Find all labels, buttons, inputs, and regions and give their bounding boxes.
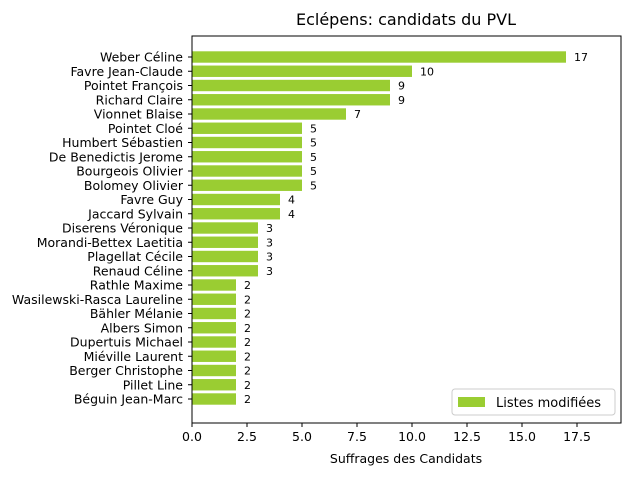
bar-value-label: 10 xyxy=(420,65,434,78)
bar-value-label: 17 xyxy=(574,51,588,64)
bar xyxy=(192,193,280,206)
y-tick-label: Diserens Véronique xyxy=(62,221,183,236)
legend: Listes modifiées xyxy=(451,388,616,416)
x-tick-label: 2.5 xyxy=(237,429,257,444)
y-tick-label: Jaccard Sylvain xyxy=(87,206,183,221)
bar xyxy=(192,265,258,277)
y-tick-label: Vionnet Blaise xyxy=(94,107,184,122)
bar xyxy=(192,136,302,149)
y-tick-label: Richard Claire xyxy=(96,92,184,107)
bar xyxy=(192,51,566,63)
bar xyxy=(192,108,346,120)
x-ticks: 0.0 2.5 5.0 7.5 10.0 12.5 15.0 17.5 xyxy=(182,423,591,444)
plot-area-frame xyxy=(191,35,622,424)
y-tick-label: Wasilewski-Rasca Laureline xyxy=(12,292,183,307)
bar-value-label: 4 xyxy=(288,208,295,221)
x-axis-label: Suffrages des Candidats xyxy=(330,451,482,466)
bar-value-label: 3 xyxy=(266,251,273,264)
legend-swatch xyxy=(458,397,485,407)
y-tick-label: Renaud Céline xyxy=(93,263,184,278)
bar-value-label: 5 xyxy=(310,137,317,150)
bar-value-label: 3 xyxy=(266,222,273,235)
y-tick-label: Humbert Sébastien xyxy=(62,135,183,150)
bar-value-label: 2 xyxy=(244,279,251,292)
bar-value-label: 2 xyxy=(244,365,251,378)
bar-value-label: 2 xyxy=(244,308,251,321)
bar xyxy=(192,151,302,163)
bar-value-label: 5 xyxy=(310,151,317,164)
legend-box xyxy=(451,388,616,416)
bar xyxy=(192,250,258,263)
bar xyxy=(192,307,236,320)
bar-value-label: 5 xyxy=(310,122,317,135)
x-tick-label: 10.0 xyxy=(398,429,426,444)
bar-value-label: 5 xyxy=(310,179,317,192)
x-tick-label: 0.0 xyxy=(182,429,202,444)
bar xyxy=(192,94,390,106)
chart-title: Eclépens: candidats du PVL xyxy=(296,10,516,29)
y-tick-label: Favre Jean-Claude xyxy=(70,64,183,79)
y-tick-label: Pointet François xyxy=(84,78,183,93)
bar xyxy=(192,65,412,77)
bar-value-label: 2 xyxy=(244,293,251,306)
y-tick-label: Weber Céline xyxy=(100,50,183,65)
y-tick-label: Pillet Line xyxy=(123,377,184,392)
bar xyxy=(192,165,302,177)
bar xyxy=(192,336,236,348)
bar xyxy=(192,293,236,305)
y-tick-label: Albers Simon xyxy=(101,320,183,335)
x-tick-label: 17.5 xyxy=(563,429,591,444)
bar-value-label: 2 xyxy=(244,336,251,349)
bar-value-label: 7 xyxy=(354,108,361,121)
bar xyxy=(192,79,390,92)
bar-value-label: 5 xyxy=(310,165,317,178)
legend-label: Listes modifiées xyxy=(496,396,601,411)
y-tick-label: Miéville Laurent xyxy=(84,349,183,364)
x-tick-label: 5.0 xyxy=(292,429,312,444)
y-tick-label: Morandi-Bettex Laetitia xyxy=(37,235,183,250)
bar xyxy=(192,179,302,191)
y-tick-label: Bourgeois Olivier xyxy=(76,164,184,179)
y-tick-label: Pointet Cloé xyxy=(108,121,183,136)
bar xyxy=(192,208,280,220)
bar-value-label: 2 xyxy=(244,350,251,363)
bar-value-label: 3 xyxy=(266,265,273,278)
bar xyxy=(192,122,302,134)
x-tick-label: 12.5 xyxy=(453,429,481,444)
y-tick-label: Favre Guy xyxy=(120,192,183,207)
bar-value-label: 9 xyxy=(398,80,405,93)
bar-value-label: 3 xyxy=(266,236,273,249)
y-tick-label: Béguin Jean-Marc xyxy=(74,392,183,407)
x-tick-label: 15.0 xyxy=(508,429,536,444)
bar xyxy=(192,279,236,291)
bar xyxy=(192,222,258,234)
bar xyxy=(192,236,258,248)
bar-value-label: 2 xyxy=(244,393,251,406)
x-tick-label: 7.5 xyxy=(347,429,367,444)
y-tick-label: Dupertuis Michael xyxy=(70,335,183,350)
bar-value-label: 2 xyxy=(244,322,251,335)
bar-value-label: 4 xyxy=(288,194,295,207)
y-tick-label: Bähler Mélanie xyxy=(90,306,183,321)
bar xyxy=(192,350,236,362)
bar xyxy=(192,364,236,377)
bar-value-label: 9 xyxy=(398,94,405,107)
y-tick-label: Rathle Maxime xyxy=(90,278,184,293)
y-tick-label: De Benedictis Jerome xyxy=(49,149,183,164)
bar xyxy=(192,322,236,334)
bar xyxy=(192,379,236,391)
bar-value-label: 2 xyxy=(244,379,251,392)
y-tick-label: Plagellat Cécile xyxy=(87,249,183,264)
bar xyxy=(192,393,236,405)
y-tick-label: Berger Christophe xyxy=(69,363,183,378)
y-tick-label: Bolomey Olivier xyxy=(84,178,184,193)
